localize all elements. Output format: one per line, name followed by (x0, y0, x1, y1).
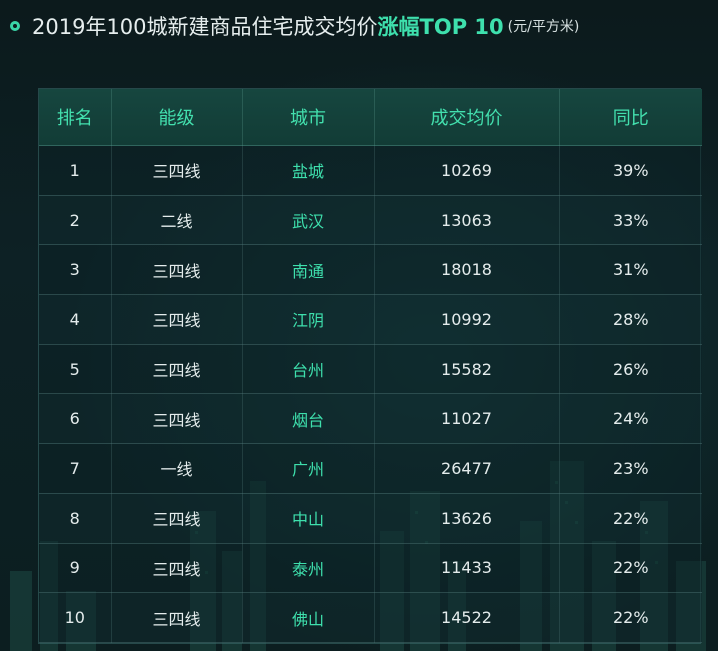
table-row: 4 三四线 江阴 10992 28% (39, 294, 702, 345)
cell-city: 江阴 (242, 294, 375, 345)
table-row: 3 三四线 南通 18018 31% (39, 244, 702, 296)
title-bullet-icon (10, 21, 20, 31)
cell-tier: 三四线 (111, 493, 243, 544)
cell-city: 佛山 (242, 592, 375, 643)
table-row: 6 三四线 烟台 11027 24% (39, 393, 702, 445)
table-row: 10 三四线 佛山 14522 22% (39, 592, 702, 643)
cell-yoy: 24% (559, 393, 702, 445)
cell-yoy: 31% (559, 244, 702, 296)
cell-tier: 三四线 (111, 592, 243, 643)
cell-city: 泰州 (242, 543, 375, 594)
cell-price: 11027 (374, 393, 560, 445)
cell-tier: 三四线 (111, 344, 243, 395)
cell-rank: 1 (39, 145, 112, 196)
cell-rank: 2 (39, 195, 112, 246)
cell-city: 南通 (242, 244, 375, 296)
cell-rank: 5 (39, 344, 112, 395)
title-row: 2019年100城新建商品住宅成交均价 涨幅TOP 10 (元/平方米) (10, 8, 579, 44)
cell-tier: 三四线 (111, 145, 243, 196)
cell-yoy: 26% (559, 344, 702, 395)
cell-rank: 8 (39, 493, 112, 544)
cell-yoy: 22% (559, 543, 702, 594)
cell-price: 26477 (374, 443, 560, 494)
cell-price: 10269 (374, 145, 560, 196)
cell-city: 武汉 (242, 195, 375, 246)
table-row: 8 三四线 中山 13626 22% (39, 493, 702, 544)
cell-yoy: 22% (559, 592, 702, 643)
header-tier: 能级 (111, 89, 243, 146)
cell-rank: 3 (39, 244, 112, 296)
table-row: 5 三四线 台州 15582 26% (39, 344, 702, 395)
table-row: 1 三四线 盐城 10269 39% (39, 145, 702, 196)
cell-price: 13063 (374, 195, 560, 246)
title-highlight: 涨幅TOP 10 (377, 15, 504, 39)
cell-city: 广州 (242, 443, 375, 494)
cell-tier: 一线 (111, 443, 243, 494)
table-row: 9 三四线 泰州 11433 22% (39, 543, 702, 594)
title-unit: (元/平方米) (507, 19, 580, 35)
cell-tier: 三四线 (111, 393, 243, 445)
cell-tier: 三四线 (111, 244, 243, 296)
header-yoy: 同比 (559, 89, 702, 146)
table-row: 2 二线 武汉 13063 33% (39, 195, 702, 246)
cell-rank: 9 (39, 543, 112, 594)
ranking-table: 排名 能级 城市 成交均价 同比 1 三四线 盐城 10269 39% 2 二线… (38, 88, 702, 644)
cell-price: 13626 (374, 493, 560, 544)
cell-price: 10992 (374, 294, 560, 345)
header-price: 成交均价 (374, 89, 560, 146)
cell-rank: 6 (39, 393, 112, 445)
cell-city: 盐城 (242, 145, 375, 196)
header-city: 城市 (242, 89, 375, 146)
cell-yoy: 39% (559, 145, 702, 196)
cell-price: 11433 (374, 543, 560, 594)
cell-tier: 三四线 (111, 543, 243, 594)
cell-yoy: 28% (559, 294, 702, 345)
cell-tier: 三四线 (111, 294, 243, 345)
cell-tier: 二线 (111, 195, 243, 246)
cell-city: 中山 (242, 493, 375, 544)
table-header-row: 排名 能级 城市 成交均价 同比 (39, 89, 702, 146)
cell-price: 15582 (374, 344, 560, 395)
table-row: 7 一线 广州 26477 23% (39, 443, 702, 494)
cell-price: 14522 (374, 592, 560, 643)
cell-yoy: 33% (559, 195, 702, 246)
cell-price: 18018 (374, 244, 560, 296)
cell-rank: 7 (39, 443, 112, 494)
cell-city: 台州 (242, 344, 375, 395)
cell-rank: 4 (39, 294, 112, 345)
title-main: 2019年100城新建商品住宅成交均价 (32, 15, 378, 39)
cell-yoy: 22% (559, 493, 702, 544)
header-rank: 排名 (39, 89, 112, 146)
cell-city: 烟台 (242, 393, 375, 445)
cell-yoy: 23% (559, 443, 702, 494)
cell-rank: 10 (39, 592, 112, 643)
